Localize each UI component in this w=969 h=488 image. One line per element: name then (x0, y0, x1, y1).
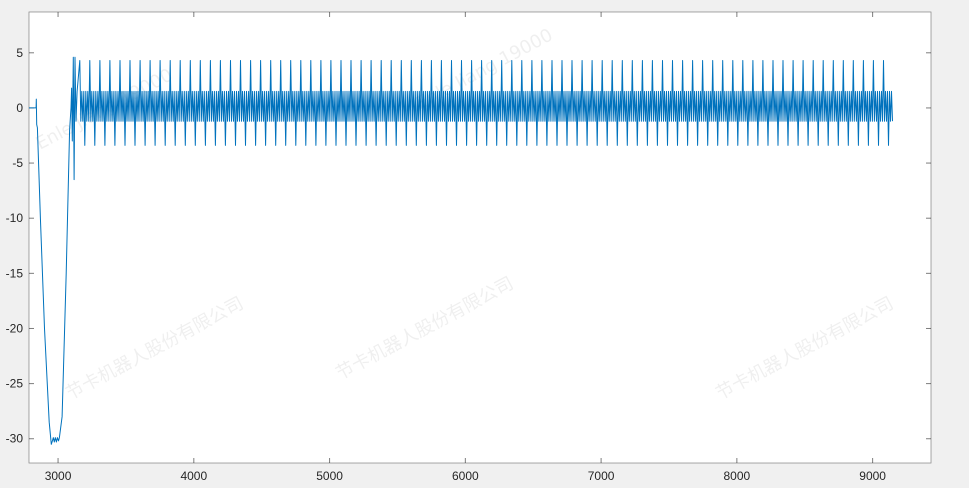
y-tick-label: -10 (6, 211, 24, 225)
y-tick-label: -15 (6, 266, 24, 280)
x-tick-label: 5000 (316, 469, 343, 483)
signal-line (29, 56, 893, 445)
x-tick-label: 3000 (45, 469, 72, 483)
x-tick-label: 9000 (859, 469, 886, 483)
y-tick-label: -30 (6, 432, 24, 446)
x-tick-label: 8000 (724, 469, 751, 483)
y-tick-label: -5 (12, 156, 23, 170)
y-tick-label: 0 (16, 101, 23, 115)
x-tick-label: 4000 (180, 469, 207, 483)
x-tick-label: 6000 (452, 469, 479, 483)
y-tick-label: -20 (6, 321, 24, 335)
y-tick-label: -25 (6, 377, 24, 391)
x-tick-label: 7000 (588, 469, 615, 483)
y-tick-label: 5 (16, 46, 23, 60)
